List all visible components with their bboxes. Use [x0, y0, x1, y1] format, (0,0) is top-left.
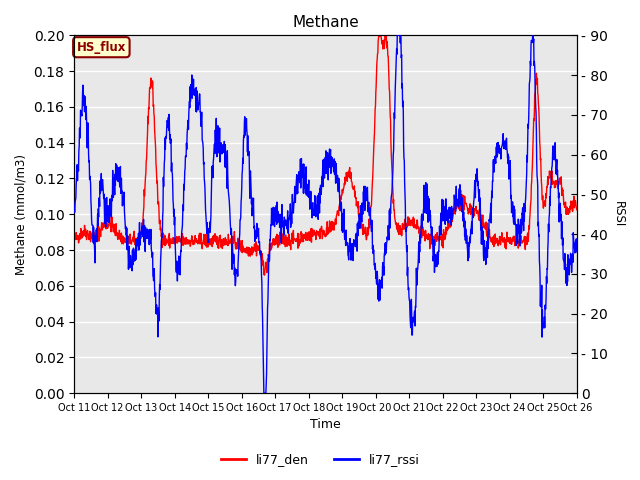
Y-axis label: Methane (mmol/m3): Methane (mmol/m3) — [15, 154, 28, 275]
X-axis label: Time: Time — [310, 419, 340, 432]
li77_den — [375, 33, 383, 38]
li77_den — [294, 245, 302, 251]
li77_rssi — [294, 181, 302, 187]
li77_rssi — [130, 245, 138, 251]
li77_rssi — [356, 203, 364, 209]
li77_den — [303, 234, 311, 240]
Legend: li77_den, li77_rssi: li77_den, li77_rssi — [216, 448, 424, 471]
Text: HS_flux: HS_flux — [77, 41, 126, 54]
Line: li77_rssi: li77_rssi — [74, 36, 577, 393]
li77_den — [109, 225, 117, 230]
li77_rssi — [109, 188, 117, 194]
Y-axis label: RSSI: RSSI — [612, 201, 625, 228]
li77_rssi — [260, 390, 268, 396]
li77_den — [573, 207, 580, 213]
li77_rssi — [284, 208, 291, 214]
li77_rssi — [394, 33, 401, 38]
li77_rssi — [573, 239, 580, 245]
li77_den — [356, 213, 364, 219]
li77_den — [70, 235, 78, 240]
li77_den — [260, 272, 268, 278]
li77_den — [284, 237, 291, 243]
Title: Methane: Methane — [292, 15, 359, 30]
li77_rssi — [303, 190, 311, 195]
li77_den — [130, 233, 138, 239]
li77_rssi — [70, 202, 78, 208]
Line: li77_den: li77_den — [74, 36, 577, 275]
